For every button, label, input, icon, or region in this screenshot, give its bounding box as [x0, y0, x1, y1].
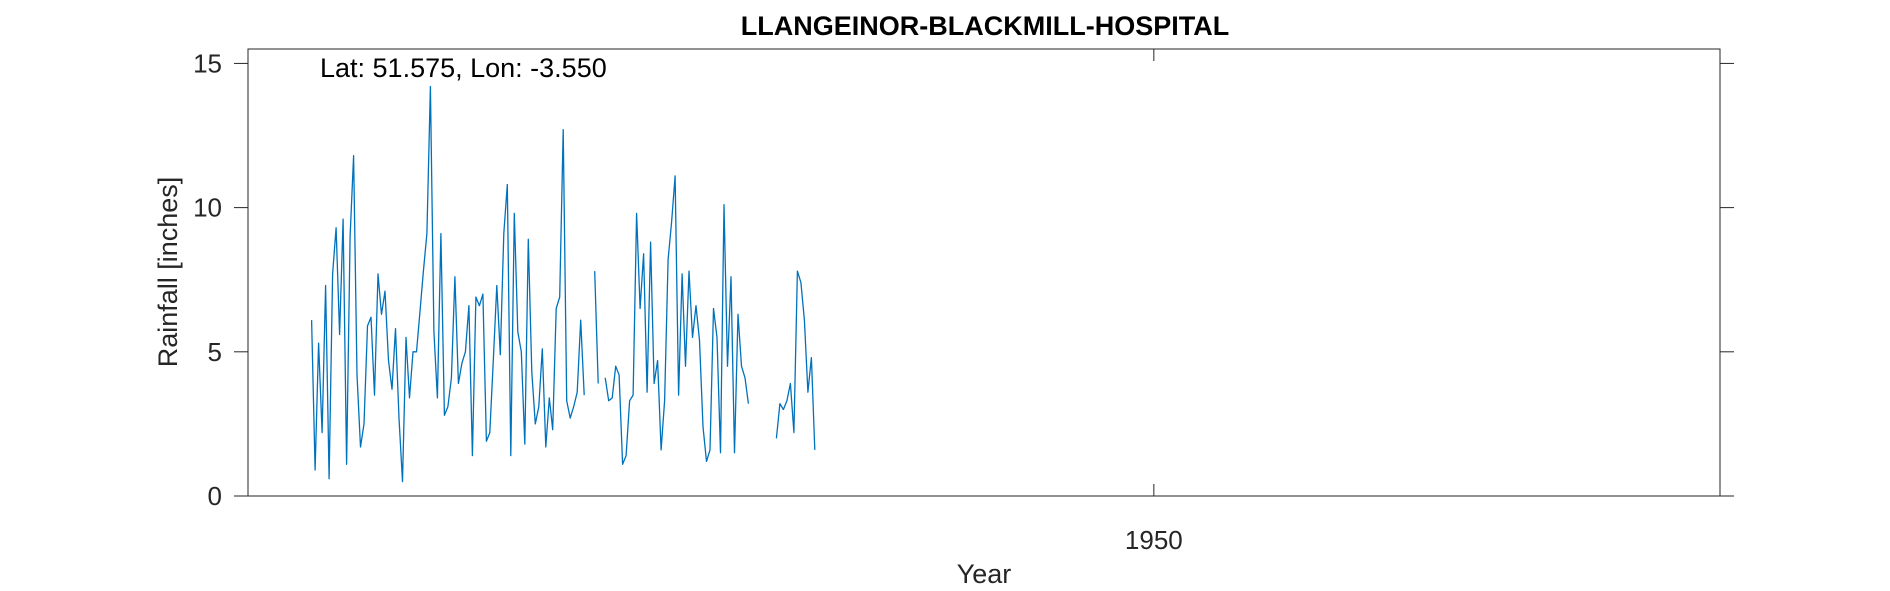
- location-annotation: Lat: 51.575, Lon: -3.550: [320, 53, 607, 83]
- axis-ticks: [234, 49, 1734, 497]
- chart-title: LLANGEINOR-BLACKMILL-HOSPITAL: [741, 11, 1229, 41]
- tick-labels: 0 5 10 15 1950: [193, 48, 1183, 555]
- y-tick-label: 0: [208, 481, 222, 511]
- y-tick-label: 5: [208, 337, 222, 367]
- plot-area-frame: [247, 48, 1721, 497]
- rainfall-series-line: [310, 85, 816, 483]
- y-tick-label: 10: [193, 193, 222, 223]
- y-tick-label: 15: [193, 48, 222, 78]
- x-tick-label: 1950: [1125, 525, 1183, 555]
- x-axis-label: Year: [957, 559, 1012, 589]
- y-axis-label: Rainfall [inches]: [153, 177, 183, 368]
